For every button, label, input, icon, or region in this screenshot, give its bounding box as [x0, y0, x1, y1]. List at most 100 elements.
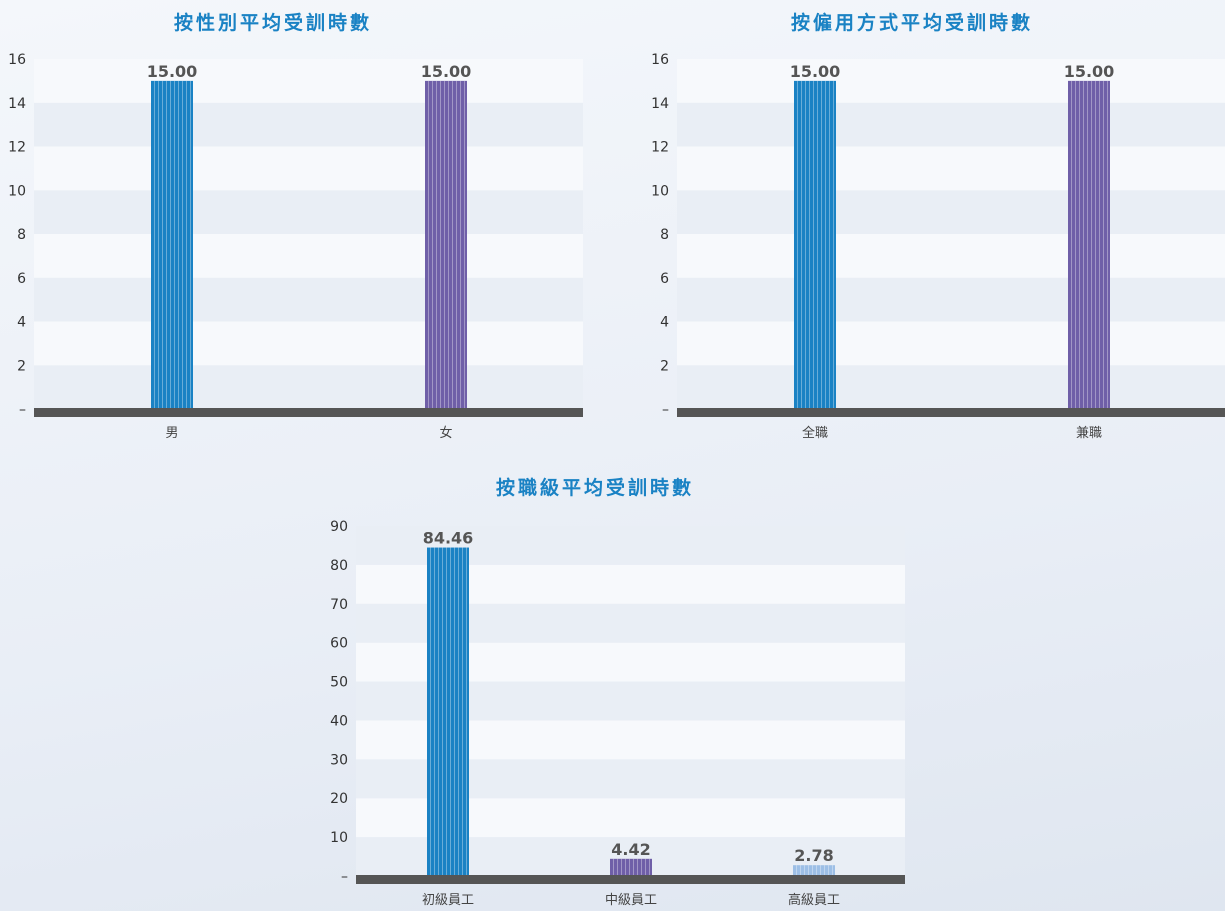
y-tick-label: 50	[330, 675, 348, 691]
bar-stripe	[829, 80, 830, 409]
bar-stripe	[438, 547, 439, 876]
grid-band	[34, 321, 583, 366]
bar-value-label: 15.00	[421, 62, 472, 81]
bar	[1068, 80, 1110, 409]
bar-stripe	[452, 80, 453, 409]
bar-stripe	[1075, 80, 1076, 409]
bar-stripe	[817, 80, 818, 409]
bar-stripe	[801, 80, 802, 409]
grid-band	[34, 277, 583, 322]
bar-stripe	[808, 865, 809, 876]
grid-band	[34, 190, 583, 234]
grid-band	[677, 321, 1225, 366]
bar-stripe	[796, 865, 797, 876]
bar-stripe	[174, 80, 175, 409]
bar	[425, 80, 467, 409]
y-tick-label: –	[341, 869, 348, 885]
y-tick-label: 4	[17, 315, 26, 331]
grid-band	[677, 277, 1225, 322]
bar-stripe	[828, 865, 829, 876]
bar-stripe	[154, 80, 155, 409]
x-axis-baseline	[34, 408, 583, 417]
bar-stripe	[178, 80, 179, 409]
grid-band	[34, 146, 583, 191]
x-axis-baseline	[677, 408, 1225, 417]
bar-stripe	[813, 80, 814, 409]
category-label: 高級員工	[788, 892, 840, 908]
x-axis-baseline	[356, 875, 905, 884]
y-tick-label: 8	[17, 227, 26, 243]
bar-stripe	[460, 80, 461, 409]
y-tick-label: –	[19, 402, 26, 418]
bar-stripe	[824, 865, 825, 876]
bar-stripe	[446, 547, 447, 876]
category-label: 兼職	[1076, 426, 1102, 441]
bar-stripe	[158, 80, 159, 409]
bar-stripe	[804, 865, 805, 876]
category-label: 初級員工	[422, 893, 474, 908]
y-tick-label: 6	[660, 271, 669, 287]
y-tick-label: 60	[330, 636, 348, 652]
grid-band	[677, 146, 1225, 191]
bar-value-label: 2.78	[794, 846, 833, 865]
y-tick-label: 8	[660, 227, 669, 243]
bar-stripe	[434, 547, 435, 876]
y-tick-label: 14	[8, 96, 26, 112]
bar-stripe	[805, 80, 806, 409]
bar-stripe	[820, 865, 821, 876]
bar-stripe	[645, 858, 646, 876]
bar-stripe	[641, 858, 642, 876]
bar-stripe	[190, 80, 191, 409]
bar-stripe	[812, 865, 813, 876]
y-tick-label: 2	[17, 358, 26, 374]
bar-stripe	[440, 80, 441, 409]
bar-stripe	[613, 858, 614, 876]
grid-band	[34, 234, 583, 278]
grid-band	[677, 59, 1225, 103]
chart-title-rank: 按職級平均受訓時數	[496, 477, 695, 499]
y-tick-label: 12	[8, 140, 26, 156]
bar-stripe	[430, 547, 431, 876]
chart-title-gender: 按性別平均受訓時數	[174, 12, 373, 34]
y-tick-label: 90	[330, 519, 348, 535]
bar-value-label: 84.46	[423, 529, 474, 548]
bar-stripe	[1079, 80, 1080, 409]
bar-stripe	[816, 865, 817, 876]
bar-stripe	[436, 80, 437, 409]
bar-stripe	[800, 865, 801, 876]
bar-stripe	[1083, 80, 1084, 409]
y-tick-label: 10	[8, 183, 26, 199]
bar	[794, 80, 836, 409]
bar-stripe	[448, 80, 449, 409]
bar-value-label: 15.00	[790, 62, 841, 81]
bar-stripe	[825, 80, 826, 409]
category-label: 女	[439, 425, 452, 441]
category-label: 中級員工	[605, 893, 657, 908]
y-tick-label: 40	[330, 713, 348, 729]
grid-band	[34, 102, 583, 147]
y-tick-label: 70	[330, 597, 348, 613]
y-tick-label: 4	[660, 315, 669, 331]
y-tick-label: 16	[8, 52, 26, 68]
bar-stripe	[462, 547, 463, 876]
grid-band	[677, 365, 1225, 409]
bar-stripe	[464, 80, 465, 409]
bar-stripe	[466, 547, 467, 876]
bar-stripe	[809, 80, 810, 409]
bar-stripe	[1087, 80, 1088, 409]
y-tick-label: 12	[651, 140, 669, 156]
bar-stripe	[182, 80, 183, 409]
bar-stripe	[1091, 80, 1092, 409]
bar-stripe	[170, 80, 171, 409]
y-tick-label: 2	[660, 358, 669, 374]
bar-stripe	[1103, 80, 1104, 409]
bar-stripe	[1107, 80, 1108, 409]
bar-stripe	[621, 858, 622, 876]
bar-stripe	[797, 80, 798, 409]
bar-stripe	[162, 80, 163, 409]
category-label: 男	[165, 426, 178, 441]
bar-stripe	[821, 80, 822, 409]
y-tick-label: 6	[17, 271, 26, 287]
bar-stripe	[625, 858, 626, 876]
